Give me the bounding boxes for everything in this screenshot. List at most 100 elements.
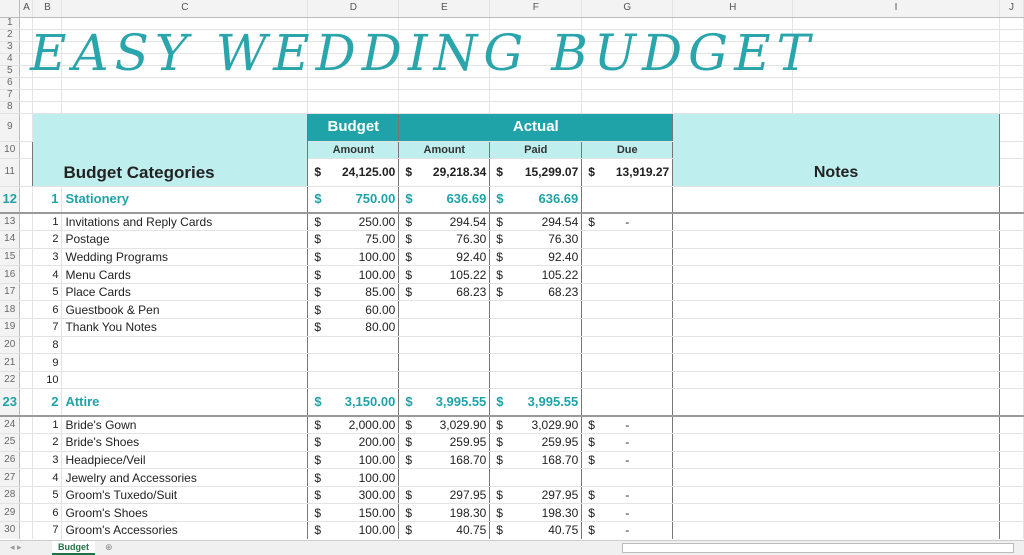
tab-scroll-icon[interactable]: ◂ ▸ xyxy=(10,542,22,552)
category-name[interactable]: Stationery xyxy=(61,186,309,214)
category-budget[interactable]: $750.00 xyxy=(307,186,400,214)
category-actual[interactable]: $636.69 xyxy=(398,186,491,214)
item-paid[interactable]: $3,029.90 xyxy=(489,415,583,435)
item-due[interactable]: $ - xyxy=(581,521,674,539)
column-header[interactable]: I xyxy=(792,0,1000,18)
column-header[interactable]: E xyxy=(398,0,491,18)
item-budget[interactable]: $80.00 xyxy=(307,318,400,337)
row-header[interactable]: 3 xyxy=(0,41,21,54)
row-header[interactable]: 15 xyxy=(0,248,21,267)
item-name[interactable]: Headpiece/Veil xyxy=(61,451,309,470)
row-header[interactable]: 4 xyxy=(0,53,21,66)
notes-cell[interactable] xyxy=(672,451,1000,470)
row-header[interactable]: 14 xyxy=(0,230,21,249)
item-budget[interactable]: $100.00 xyxy=(307,248,400,267)
row-header[interactable]: 30 xyxy=(0,521,21,539)
notes-cell[interactable] xyxy=(672,415,1000,435)
item-budget[interactable]: $100.00 xyxy=(307,265,400,284)
item-budget[interactable]: $150.00 xyxy=(307,503,400,522)
item-name[interactable] xyxy=(61,336,309,355)
item-paid[interactable]: $297.95 xyxy=(489,486,583,505)
item-actual[interactable]: $294.54 xyxy=(398,213,491,232)
column-header[interactable]: D xyxy=(307,0,400,18)
item-paid[interactable]: $68.23 xyxy=(489,283,583,302)
notes-cell[interactable] xyxy=(672,468,1000,487)
item-paid[interactable]: $40.75 xyxy=(489,521,583,539)
column-header[interactable]: B xyxy=(32,0,63,18)
item-budget[interactable]: $100.00 xyxy=(307,468,400,487)
column-header[interactable]: G xyxy=(581,0,674,18)
row-header[interactable]: 22 xyxy=(0,371,21,390)
notes-cell[interactable] xyxy=(672,336,1000,355)
notes-cell[interactable] xyxy=(672,248,1000,267)
row-header[interactable]: 11 xyxy=(0,158,21,187)
item-actual[interactable]: $168.70 xyxy=(398,451,491,470)
item-budget[interactable]: $75.00 xyxy=(307,230,400,249)
item-name[interactable]: Invitations and Reply Cards xyxy=(61,213,309,232)
category-name[interactable]: Attire xyxy=(61,388,309,417)
spreadsheet-grid[interactable]: A B C D E F G H I J 1 2 3 4 5 6 7 8 9 Budget Categories Budg… xyxy=(0,0,1024,539)
item-actual[interactable]: $68.23 xyxy=(398,283,491,302)
row-header[interactable]: 24 xyxy=(0,415,21,435)
column-header[interactable]: F xyxy=(489,0,583,18)
column-header[interactable]: C xyxy=(61,0,309,18)
item-actual[interactable]: $3,029.90 xyxy=(398,415,491,435)
item-name[interactable]: Bride's Gown xyxy=(61,415,309,435)
horizontal-scrollbar[interactable] xyxy=(622,543,1014,553)
select-all[interactable] xyxy=(0,0,21,18)
notes-cell[interactable] xyxy=(672,265,1000,284)
column-header[interactable]: H xyxy=(672,0,794,18)
column-header[interactable]: A xyxy=(19,0,34,18)
category-paid[interactable]: $636.69 xyxy=(489,186,583,214)
notes-cell[interactable] xyxy=(672,300,1000,320)
row-header[interactable]: 9 xyxy=(0,113,21,142)
row-header[interactable]: 8 xyxy=(0,101,21,114)
row-header[interactable]: 1 xyxy=(0,17,21,30)
row-header[interactable]: 10 xyxy=(0,141,21,159)
item-paid[interactable]: $198.30 xyxy=(489,503,583,522)
notes-cell[interactable] xyxy=(672,521,1000,539)
total-paid[interactable]: $15,299.07 xyxy=(489,158,583,187)
item-budget[interactable]: $100.00 xyxy=(307,451,400,470)
notes-cell[interactable] xyxy=(672,230,1000,249)
item-budget[interactable]: $60.00 xyxy=(307,300,400,320)
item-due[interactable]: $ - xyxy=(581,486,674,505)
item-actual[interactable]: $92.40 xyxy=(398,248,491,267)
category-budget[interactable]: $3,150.00 xyxy=(307,388,400,417)
item-paid[interactable]: $105.22 xyxy=(489,265,583,284)
item-name[interactable] xyxy=(61,353,309,372)
item-budget[interactable]: $2,000.00 xyxy=(307,415,400,435)
item-due[interactable]: $ - xyxy=(581,433,674,452)
item-paid[interactable]: $168.70 xyxy=(489,451,583,470)
item-actual[interactable]: $198.30 xyxy=(398,503,491,522)
item-due[interactable]: $ - xyxy=(581,213,674,232)
row-header[interactable]: 28 xyxy=(0,486,21,505)
item-paid[interactable]: $259.95 xyxy=(489,433,583,452)
row-header[interactable]: 17 xyxy=(0,283,21,302)
item-paid[interactable]: $92.40 xyxy=(489,248,583,267)
item-name[interactable]: Groom's Accessories xyxy=(61,521,309,539)
notes-cell[interactable] xyxy=(672,486,1000,505)
category-actual[interactable]: $3,995.55 xyxy=(398,388,491,417)
row-header[interactable]: 23 xyxy=(0,388,21,417)
item-due[interactable]: $ - xyxy=(581,415,674,435)
notes-cell[interactable] xyxy=(672,503,1000,522)
item-due[interactable]: $ - xyxy=(581,451,674,470)
sheet-tab-budget[interactable]: Budget xyxy=(52,541,95,555)
item-name[interactable]: Jewelry and Accessories xyxy=(61,468,309,487)
item-due[interactable]: $ - xyxy=(581,503,674,522)
category-paid[interactable]: $3,995.55 xyxy=(489,388,583,417)
row-header[interactable]: 19 xyxy=(0,318,21,337)
item-actual[interactable]: $105.22 xyxy=(398,265,491,284)
item-actual[interactable]: $259.95 xyxy=(398,433,491,452)
row-header[interactable]: 5 xyxy=(0,65,21,78)
row-header[interactable]: 25 xyxy=(0,433,21,452)
total-due[interactable]: $13,919.27 xyxy=(581,158,674,187)
item-name[interactable]: Thank You Notes xyxy=(61,318,309,337)
item-actual[interactable]: $40.75 xyxy=(398,521,491,539)
total-actual[interactable]: $29,218.34 xyxy=(398,158,491,187)
row-header[interactable]: 20 xyxy=(0,336,21,355)
item-paid[interactable]: $294.54 xyxy=(489,213,583,232)
row-header[interactable]: 18 xyxy=(0,300,21,320)
notes-cell[interactable] xyxy=(672,318,1000,337)
